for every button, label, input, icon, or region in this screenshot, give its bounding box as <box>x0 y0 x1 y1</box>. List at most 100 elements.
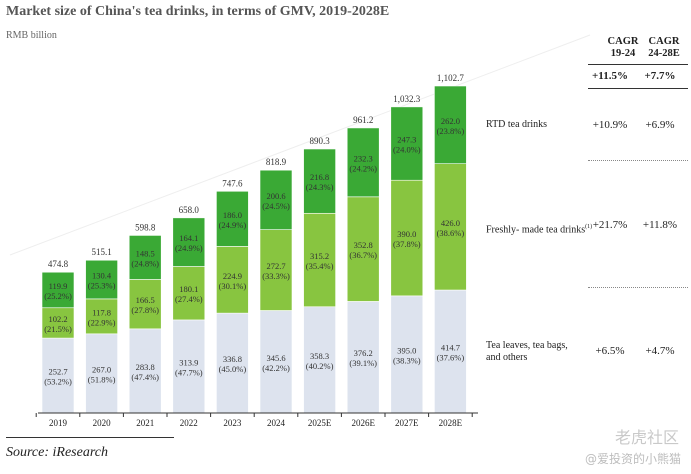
bar-total-label: 747.6 <box>222 178 243 188</box>
segment-share-label: (27.4%) <box>175 294 203 304</box>
segment-share-label: (38.3%) <box>393 355 421 365</box>
segment-share-label: (37.6%) <box>437 353 465 363</box>
watermark-community: 老虎社区 <box>614 428 679 447</box>
bar-segment-fresh <box>390 179 424 297</box>
segment-share-label: (36.7%) <box>349 250 377 260</box>
cagr-rtd-24-28: +6.9% <box>645 119 675 131</box>
cagr-header-24-28-line2: 24-28E <box>648 48 680 59</box>
segment-value-label: 358.3 <box>310 351 329 361</box>
cagr-rtd-rule <box>588 160 688 161</box>
bar-total-label: 890.3 <box>309 136 330 146</box>
bar-segment-rtd <box>346 127 380 198</box>
x-tick-label: 2019 <box>49 418 68 428</box>
segment-share-label: (30.1%) <box>219 281 247 291</box>
segment-share-label: (27.8%) <box>131 305 159 315</box>
segment-share-label: (42.2%) <box>262 363 290 373</box>
segment-share-label: (39.1%) <box>349 358 377 368</box>
x-tick-label: 2022 <box>180 418 198 428</box>
segment-share-label: (22.9%) <box>88 317 116 327</box>
cagr-rtd-19-24: +10.9% <box>592 119 628 131</box>
cagr-fresh-rule <box>588 287 688 288</box>
bar-segment-rtd <box>259 169 293 230</box>
bar-segment-rtd <box>41 271 75 309</box>
x-tick-label: 2020 <box>93 418 112 428</box>
segment-value-label: 345.6 <box>266 353 285 363</box>
segment-share-label: (24.0%) <box>393 145 421 155</box>
cagr-total-24-28: +7.7% <box>644 70 676 82</box>
cagr-total-19-24: +11.5% <box>592 70 628 82</box>
segment-share-label: (40.2%) <box>306 361 334 371</box>
segment-value-label: 315.2 <box>310 251 329 261</box>
legend-leaves-line2: and others <box>486 352 528 363</box>
segment-value-label: 252.7 <box>48 367 67 377</box>
segment-share-label: (35.4%) <box>306 261 334 271</box>
bar-segment-fresh <box>259 229 293 311</box>
bar-segment-leaves <box>85 333 118 414</box>
segment-share-label: (47.4%) <box>131 372 159 382</box>
bar-segment-rtd <box>216 190 249 247</box>
segment-value-label: 119.9 <box>49 281 68 291</box>
cagr-leaves-19-24: +6.5% <box>595 345 625 357</box>
source-rule <box>6 437 174 438</box>
segment-value-label: 313.9 <box>179 357 198 367</box>
segment-value-label: 395.0 <box>397 345 416 355</box>
segment-share-label: (21.5%) <box>44 324 72 334</box>
bar-total-label: 818.9 <box>266 157 287 167</box>
segment-value-label: 117.8 <box>92 307 111 317</box>
bar-segment-fresh <box>434 163 467 291</box>
x-tick-label: 2028E <box>439 418 463 428</box>
bar-total-label: 1,102.7 <box>437 73 465 83</box>
segment-value-label: 164.1 <box>179 233 198 243</box>
segment-share-label: (24.5%) <box>262 201 290 211</box>
segment-value-label: 283.8 <box>136 362 155 372</box>
segment-value-label: 224.9 <box>223 271 242 281</box>
unit-label: RMB billion <box>6 30 57 41</box>
cagr-header-19-24-line1: CAGR <box>607 36 639 47</box>
x-tick-label: 2026E <box>351 418 375 428</box>
segment-value-label: 272.7 <box>266 261 285 271</box>
legend-rtd: RTD tea drinks <box>486 119 548 130</box>
bar-segment-leaves <box>41 337 75 414</box>
segment-value-label: 376.2 <box>354 348 373 358</box>
segment-share-label: (24.8%) <box>131 258 159 268</box>
cagr-header-19-24: CAGR 19-24 <box>600 36 646 60</box>
background-diagonal <box>9 34 591 256</box>
bar-segment-rtd <box>303 148 336 214</box>
segment-share-label: (25.3%) <box>88 281 116 291</box>
segment-share-label: (33.3%) <box>262 271 290 281</box>
bar-segment-fresh <box>128 279 162 330</box>
bar-segment-leaves <box>434 289 467 414</box>
segment-value-label: 166.5 <box>136 295 155 305</box>
bar-total-label: 1,032.3 <box>393 94 421 104</box>
segment-value-label: 102.2 <box>48 314 67 324</box>
legend-fresh: Freshly- made tea drinks(1) <box>486 221 592 236</box>
bar-total-label: 598.8 <box>135 222 156 232</box>
bar-segment-leaves <box>172 319 206 414</box>
segment-value-label: 186.0 <box>223 210 242 220</box>
chart-title: Market size of China's tea drinks, in te… <box>6 4 390 19</box>
x-tick-label: 2027E <box>395 418 419 428</box>
segment-share-label: (45.0%) <box>219 364 247 374</box>
segment-value-label: 130.4 <box>92 271 112 281</box>
segment-share-label: (47.7%) <box>175 367 203 377</box>
cagr-header-24-28: CAGR 24-28E <box>641 36 687 60</box>
x-tick-label: 2025E <box>308 418 332 428</box>
segment-value-label: 216.8 <box>310 172 329 182</box>
bar-total-label: 474.8 <box>48 259 69 269</box>
legend-fresh-footnote: (1) <box>585 224 593 230</box>
segment-value-label: 390.0 <box>397 229 416 239</box>
x-tick-label: 2023 <box>223 418 242 428</box>
bar-segment-rtd <box>172 217 206 267</box>
bar-segment-rtd <box>128 235 162 280</box>
bar-segment-leaves <box>128 328 162 414</box>
segment-value-label: 336.8 <box>223 354 242 364</box>
segment-share-label: (23.8%) <box>437 126 465 136</box>
segment-value-label: 200.6 <box>266 191 285 201</box>
segment-share-label: (38.6%) <box>437 228 465 238</box>
cagr-leaves-24-28: +4.7% <box>645 345 675 357</box>
segment-value-label: 426.0 <box>441 218 460 228</box>
bar-segment-rtd <box>390 106 424 181</box>
bar-segment-leaves <box>259 310 293 414</box>
bar-segment-fresh <box>41 307 75 339</box>
